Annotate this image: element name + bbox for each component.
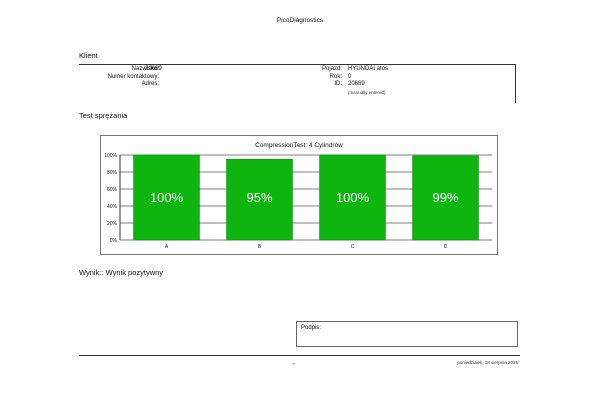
- signature-label: Podpis:: [301, 325, 322, 331]
- surname-value: 20669: [145, 66, 162, 72]
- client-fields-left: Nazwisko: 20669 Numer kontaktowy: Adres:: [79, 66, 279, 92]
- surname-label: Nazwisko:: [131, 66, 159, 72]
- bar-c: [319, 154, 386, 241]
- year-label: Rok:: [329, 73, 342, 80]
- client-info-box: [79, 64, 516, 103]
- y-tick-label: 40%: [107, 204, 118, 210]
- vehicle-label: Pojazd:: [321, 66, 342, 72]
- id-value: 20669: [348, 81, 365, 87]
- bar-value-label: 100%: [336, 190, 370, 205]
- result-text: Wynik:: Wynik pozytywny: [79, 268, 164, 277]
- year-value: 0: [348, 73, 352, 80]
- x-category-label: A: [165, 244, 169, 250]
- bar-value-label: 95%: [246, 190, 272, 205]
- client-fields-right: Pojazd: HYUNDAI atos Rok: 0 ID: 20669 (m…: [300, 66, 500, 100]
- y-tick-label: 60%: [107, 187, 118, 193]
- footer-center-mark: -: [293, 361, 295, 367]
- chart-title: CompressionTest: 4 Cylindrów: [255, 142, 343, 149]
- address-label: Adres:: [141, 81, 159, 87]
- signature-box: Podpis:: [296, 321, 518, 347]
- id-note: (manually entered): [348, 90, 386, 95]
- footer-date: poniedziałek, 18 sierpnia 2025: [457, 360, 518, 365]
- client-section-title: Klient: [79, 51, 98, 60]
- compression-chart: CompressionTest: 4 Cylindrów 0% 20% 40% 60% 8…: [104, 142, 492, 250]
- bar-a: [133, 154, 200, 241]
- app-title: PicoDiagnostics: [276, 17, 324, 24]
- y-tick-label: 80%: [107, 170, 118, 176]
- y-tick-label: 0%: [110, 238, 118, 244]
- bar-value-label: 100%: [150, 190, 184, 205]
- x-category-label: B: [258, 244, 262, 250]
- vehicle-value: HYUNDAI atos: [348, 66, 389, 72]
- y-tick-label: 100%: [104, 153, 117, 159]
- x-category-label: C: [351, 244, 355, 250]
- bar-d: [412, 155, 479, 241]
- footer-divider: [79, 355, 520, 356]
- x-category-label: D: [444, 244, 448, 250]
- test-section-title: Test sprężania: [79, 111, 128, 120]
- bar-b: [226, 159, 293, 241]
- contact-number-label: Numer kontaktowy:: [107, 73, 159, 80]
- id-label: ID:: [334, 81, 342, 87]
- y-tick-label: 20%: [107, 221, 118, 227]
- bar-value-label: 99%: [432, 190, 458, 205]
